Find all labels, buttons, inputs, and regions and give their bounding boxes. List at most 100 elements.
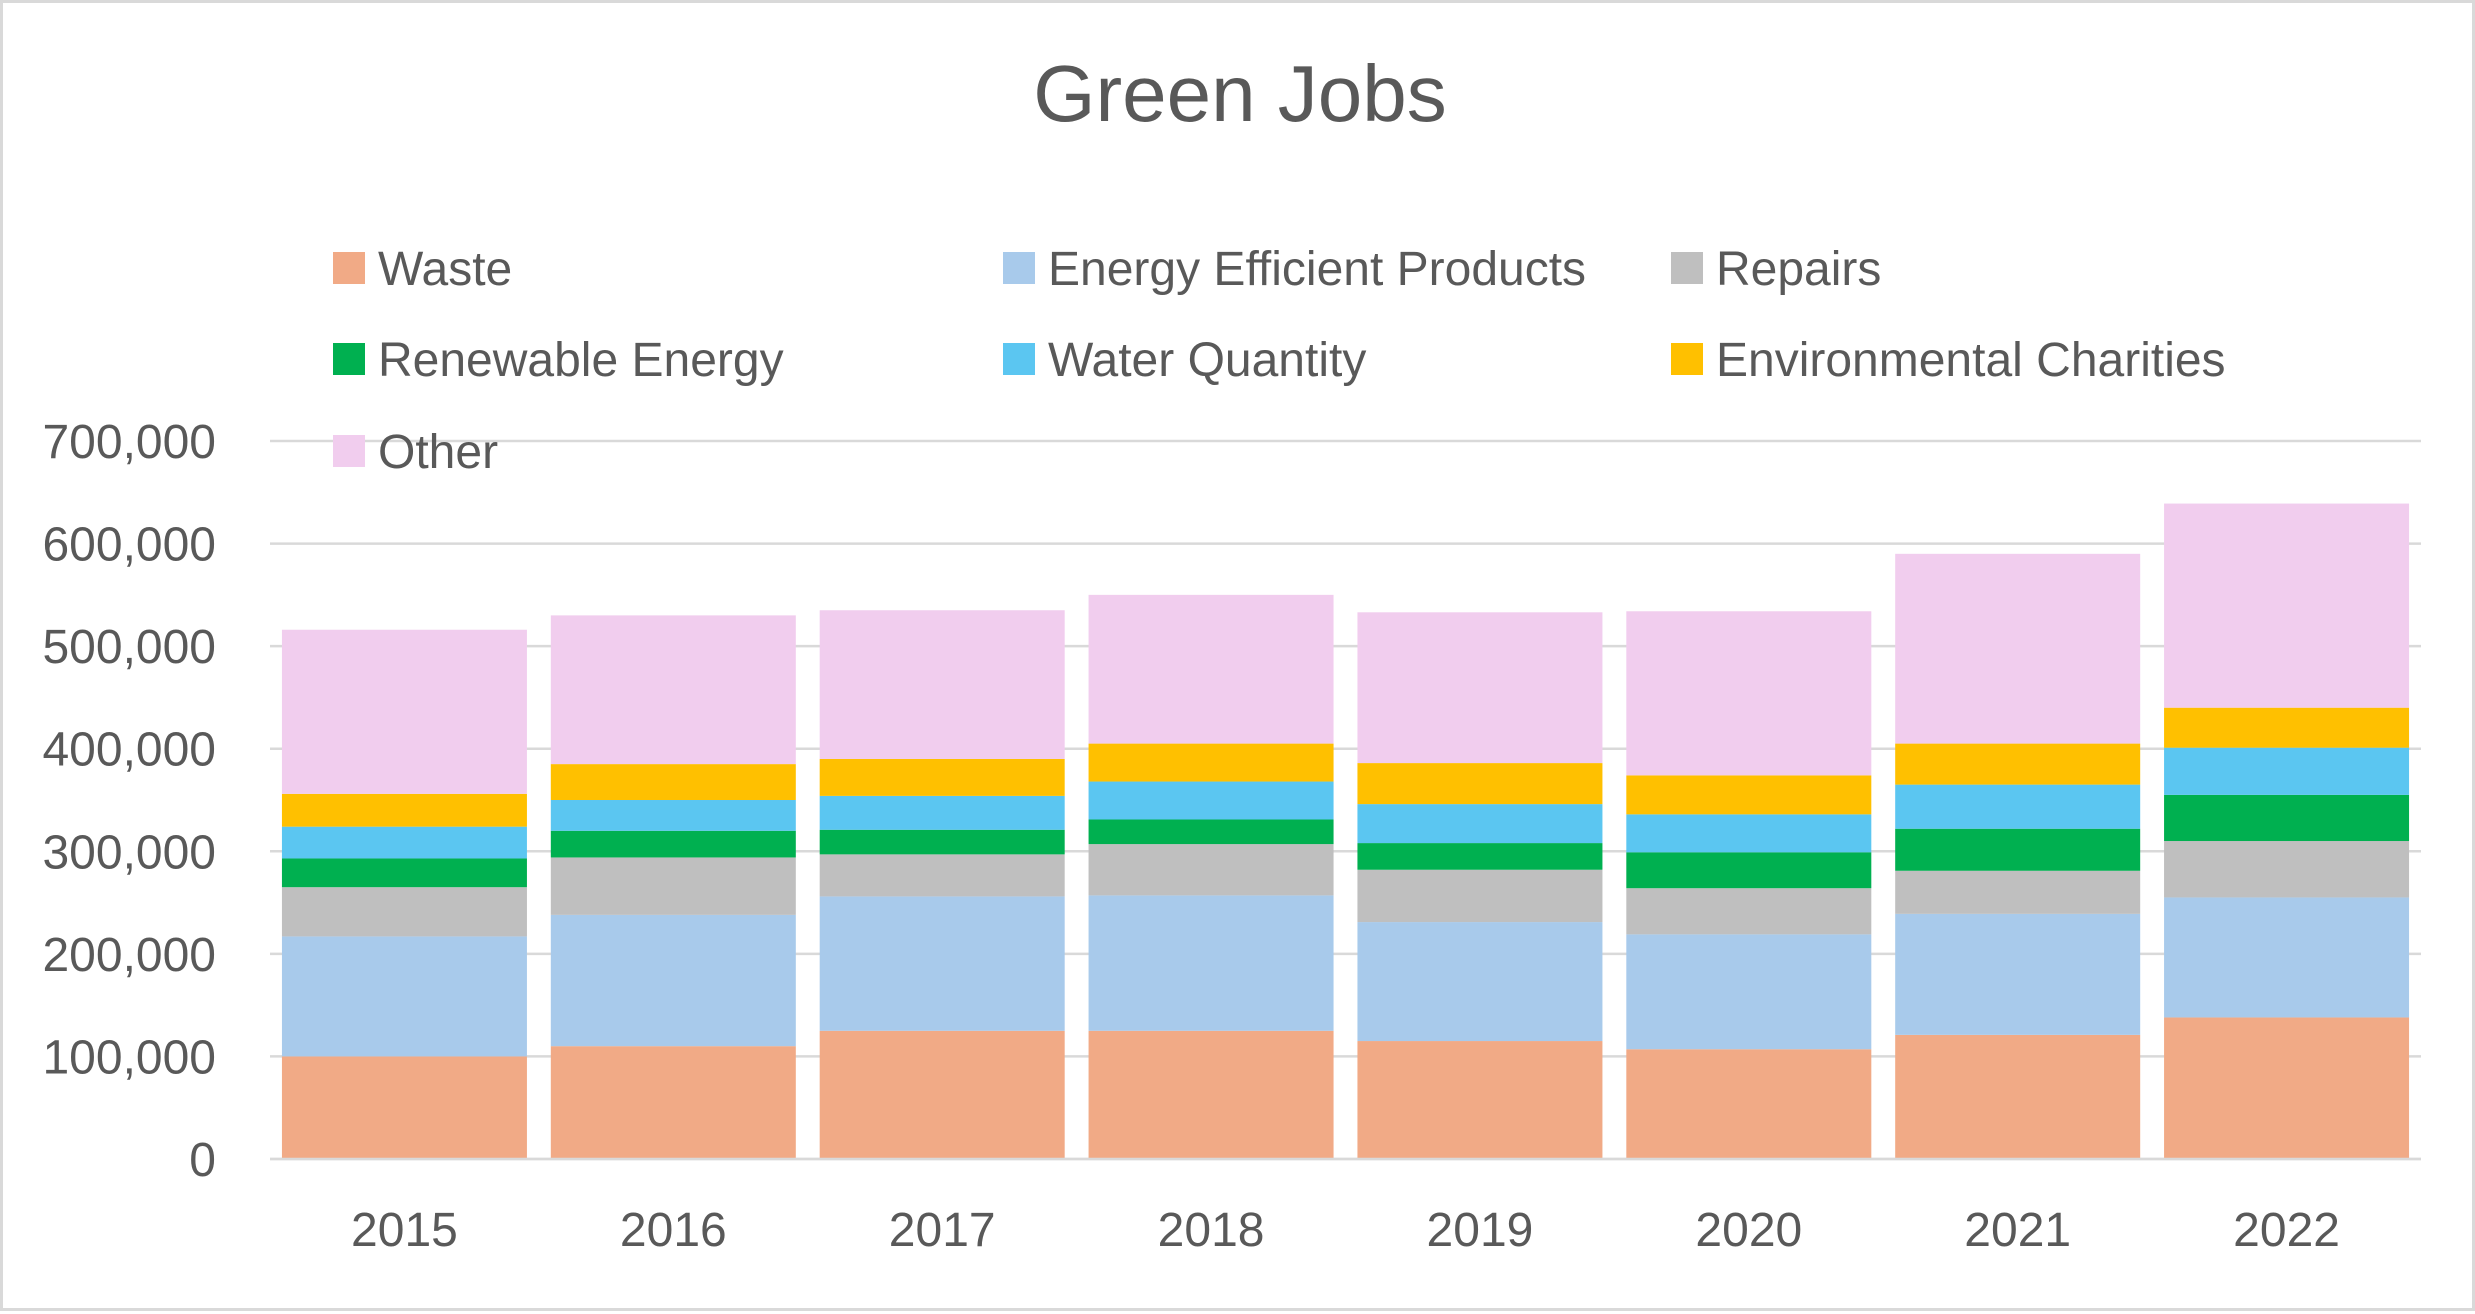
bar-segment <box>1357 804 1603 844</box>
x-tick-label: 2016 <box>620 1204 727 1257</box>
bar-segment <box>819 829 1065 855</box>
bar-segment <box>1895 828 2141 871</box>
bar-segment <box>1088 895 1334 1031</box>
bar-segment <box>550 764 796 800</box>
x-axis-tick-labels: 2015 2016 2017 2018 2019 2020 2021 2022 <box>351 1204 2340 1257</box>
bar-segment <box>1088 594 1334 744</box>
bar-segment <box>819 1030 1065 1159</box>
legend-item: Other <box>333 426 498 479</box>
y-tick-label: 100,000 <box>42 1031 216 1084</box>
legend-swatch <box>333 435 365 467</box>
bar-segment <box>281 629 527 794</box>
legend-label: Repairs <box>1716 243 1881 296</box>
x-tick-label: 2018 <box>1158 1204 1265 1257</box>
bar-segment <box>1088 1030 1334 1159</box>
bar-segment <box>1357 869 1603 923</box>
y-tick-label: 500,000 <box>42 621 216 674</box>
x-tick-label: 2015 <box>351 1204 458 1257</box>
legend-label: Energy Efficient Products <box>1048 243 1586 296</box>
legend-item: Water Quantity <box>1003 334 1366 387</box>
bar-segment <box>1357 843 1603 870</box>
bar-segment <box>1895 1034 2141 1159</box>
bar-segment <box>2164 503 2410 708</box>
bar-segment <box>281 793 527 827</box>
x-tick-label: 2021 <box>1964 1204 2071 1257</box>
bar-segment <box>281 858 527 888</box>
x-tick-label: 2019 <box>1427 1204 1534 1257</box>
bar-segment <box>1626 1049 1872 1159</box>
bar-segment <box>550 830 796 858</box>
bar-segment <box>550 800 796 831</box>
bar-segment <box>1895 743 2141 785</box>
bar-segment <box>1895 553 2141 744</box>
legend-item: Repairs <box>1671 243 1881 296</box>
legend-swatch <box>333 343 365 375</box>
bar-segment <box>2164 707 2410 748</box>
bar-segment <box>1088 781 1334 820</box>
bar-segment <box>550 1046 796 1159</box>
bar-segment <box>2164 1017 2410 1159</box>
bar-segment <box>1088 743 1334 782</box>
bar-segment <box>1088 819 1334 845</box>
bar-segment <box>1895 870 2141 914</box>
bar-segment <box>1357 1041 1603 1159</box>
bar-segment <box>1626 775 1872 815</box>
bar-segment <box>281 936 527 1057</box>
bar-segment <box>2164 794 2410 842</box>
bar-segment <box>1626 934 1872 1050</box>
bar-segment <box>819 795 1065 830</box>
legend-label: Environmental Charities <box>1716 334 2226 387</box>
y-tick-label: 600,000 <box>42 519 216 572</box>
bar-segment <box>1357 922 1603 1042</box>
y-tick-label: 700,000 <box>42 416 216 469</box>
x-tick-label: 2022 <box>2233 1204 2340 1257</box>
bar-segment <box>1895 784 2141 829</box>
legend-swatch <box>1003 343 1035 375</box>
bar-segment <box>1626 814 1872 853</box>
bar-segment <box>1088 844 1334 896</box>
y-axis-tick-labels: 0 100,000 200,000 300,000 400,000 500,000 600,… <box>42 416 216 1187</box>
legend-item: Energy Efficient Products <box>1003 243 1586 296</box>
legend-label: Renewable Energy <box>378 334 784 387</box>
bar-segment <box>2164 841 2410 898</box>
bar-segment <box>1895 913 2141 1035</box>
y-tick-label: 300,000 <box>42 826 216 879</box>
legend-item: Renewable Energy <box>333 334 784 387</box>
bar-segment <box>2164 897 2410 1018</box>
bar-segment <box>819 896 1065 1031</box>
legend-item: Environmental Charities <box>1671 334 2226 387</box>
x-tick-label: 2020 <box>1695 1204 1802 1257</box>
chart-title: Green Jobs <box>1033 49 1447 138</box>
bar-segment <box>819 610 1065 759</box>
bar-segment <box>281 887 527 937</box>
bar-segment <box>281 826 527 859</box>
bar-segment <box>2164 747 2410 795</box>
legend-swatch <box>1671 343 1703 375</box>
legend: Waste Energy Efficient Products Repairs Ren… <box>333 243 2226 479</box>
y-tick-label: 0 <box>189 1134 216 1187</box>
legend-label: Other <box>378 426 498 479</box>
stacked-bar-chart: Green Jobs 0 100,000 200,000 300,000 400,000… <box>42 49 2421 1257</box>
bar-segment <box>819 758 1065 796</box>
legend-label: Waste <box>378 243 512 296</box>
bar-segment <box>1626 611 1872 776</box>
legend-label: Water Quantity <box>1048 334 1366 387</box>
bar-segment <box>550 914 796 1047</box>
bar-segment <box>281 1056 527 1159</box>
bar-segment <box>819 854 1065 897</box>
x-tick-label: 2017 <box>889 1204 996 1257</box>
legend-swatch <box>1003 252 1035 284</box>
legend-swatch <box>1671 252 1703 284</box>
y-tick-label: 400,000 <box>42 724 216 777</box>
bar-segment <box>550 615 796 765</box>
legend-swatch <box>333 252 365 284</box>
bar-segment <box>550 857 796 915</box>
bar-segment <box>1626 888 1872 935</box>
bar-segment <box>1626 852 1872 889</box>
y-tick-label: 200,000 <box>42 929 216 982</box>
bar-segment <box>1357 763 1603 805</box>
bars <box>270 503 2421 1161</box>
bar-segment <box>1357 612 1603 764</box>
legend-item: Waste <box>333 243 512 296</box>
